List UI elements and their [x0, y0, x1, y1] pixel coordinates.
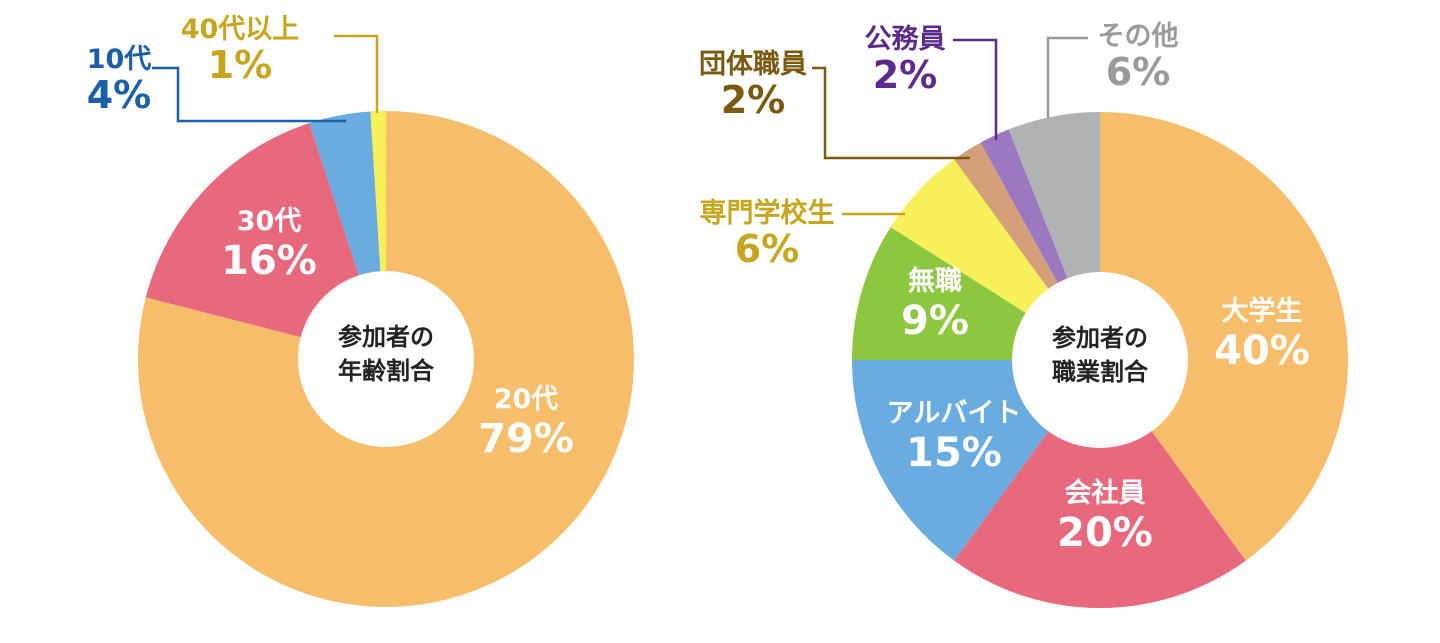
job-slice-label: 公務員 — [865, 24, 946, 55]
age-slice-label: 20代 — [494, 384, 559, 415]
job-slice-value: 6% — [735, 227, 800, 271]
job-slice-label: 会社員 — [1065, 477, 1146, 509]
age-slice-value: 79% — [478, 416, 574, 462]
age-slice-label: 30代 — [237, 206, 302, 237]
job-slice-value: 6% — [1106, 50, 1171, 94]
age-leader-line — [334, 34, 379, 113]
age-center-label-line: 年齢割合 — [338, 357, 435, 385]
job-slice-label: 専門学校生 — [700, 197, 835, 229]
job-leader-line — [1046, 36, 1088, 118]
job-slice-value: 2% — [721, 78, 786, 122]
job-leader-line — [812, 66, 970, 160]
job-slice-label: 団体職員 — [699, 49, 807, 80]
occupation-donut-chart: 参加者の職業割合大学生40%会社員20%アルバイト15%無職9%専門学校生6%団… — [699, 21, 1349, 609]
age-slice-value: 4% — [87, 73, 152, 117]
job-slice-label: その他 — [1098, 21, 1179, 52]
job-center-label-line: 参加者の — [1052, 324, 1148, 352]
job-slice-label: アルバイト — [887, 398, 1022, 429]
job-leader-line — [953, 38, 998, 140]
job-slice-value: 15% — [906, 430, 1002, 476]
job-center-hole — [1012, 272, 1188, 448]
age-center-label-line: 参加者の — [338, 323, 434, 351]
age-leader-line — [152, 66, 346, 123]
job-slice-value: 2% — [873, 53, 938, 97]
job-slice-1 — [954, 360, 1246, 609]
age-slice-value: 1% — [208, 43, 273, 87]
job-slice-value: 9% — [901, 298, 969, 344]
job-slice-value: 40% — [1214, 328, 1310, 374]
job-slice-label: 大学生 — [1222, 295, 1303, 327]
job-slice-0 — [1100, 112, 1349, 561]
age-slice-label: 10代 — [87, 44, 152, 75]
age-slice-value: 16% — [221, 238, 317, 284]
job-slice-value: 20% — [1057, 510, 1153, 556]
job-slice-label: 無職 — [908, 266, 962, 297]
age-center-hole — [298, 271, 474, 447]
job-center-label-line: 職業割合 — [1052, 358, 1149, 386]
age-slice-label: 40代以上 — [181, 14, 300, 45]
